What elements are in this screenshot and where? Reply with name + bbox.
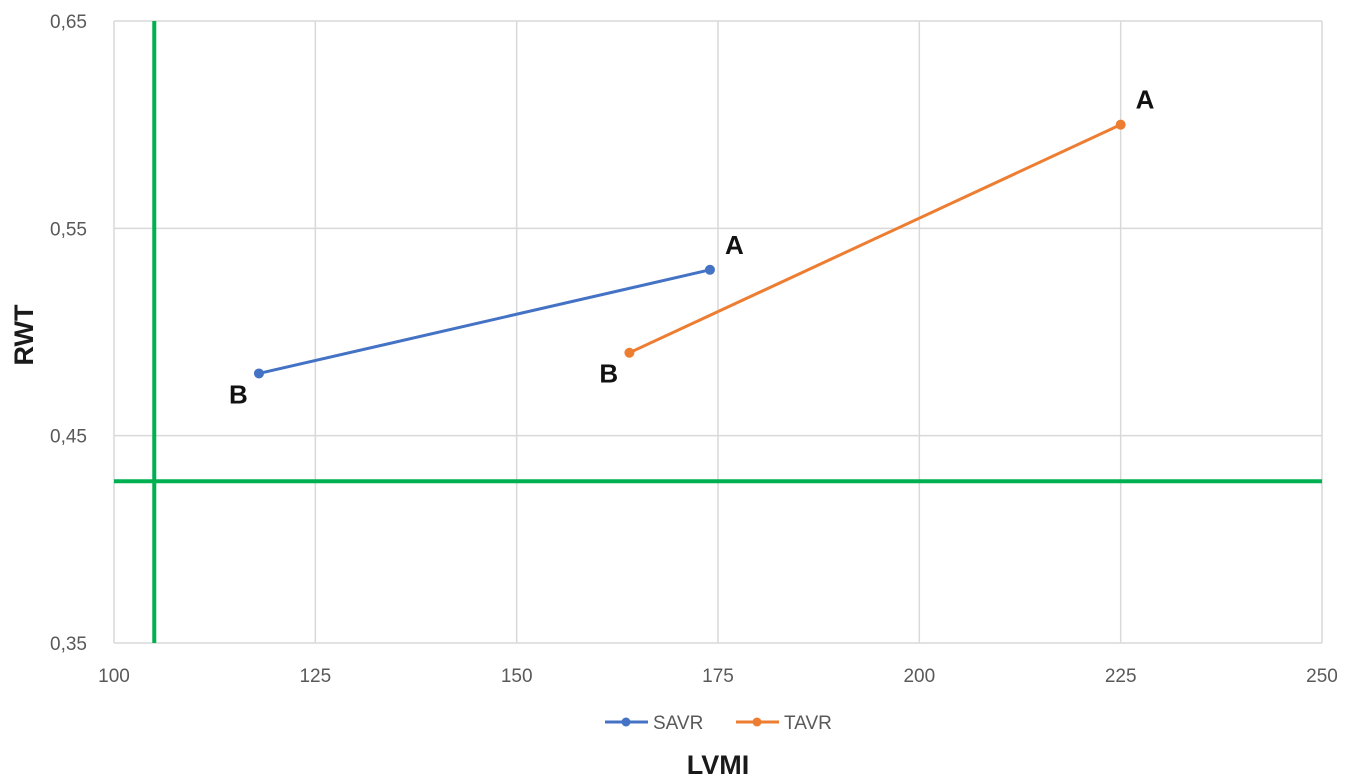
data-point-tavr-a xyxy=(1115,119,1126,130)
y-tick-label: 0,55 xyxy=(50,219,87,240)
legend: SAVR TAVR xyxy=(605,713,832,734)
data-point-savr-a xyxy=(704,264,715,275)
point-label-savr-a: A xyxy=(725,230,744,260)
x-tick-label: 100 xyxy=(98,666,130,687)
legend-label-tavr: TAVR xyxy=(784,713,832,734)
legend-label-savr: SAVR xyxy=(653,713,703,734)
point-label-savr-b: B xyxy=(229,379,248,409)
legend-item-tavr: TAVR xyxy=(736,713,832,734)
y-tick-labels: 0,35 0,45 0,55 0,65 xyxy=(50,12,87,655)
point-label-tavr-b: B xyxy=(599,359,618,389)
series-layer xyxy=(253,119,1126,379)
y-tick-label: 0,35 xyxy=(50,634,87,655)
point-label-tavr-a: A xyxy=(1136,85,1155,115)
data-point-tavr-b xyxy=(624,347,635,358)
x-tick-label: 150 xyxy=(501,666,533,687)
y-tick-label: 0,65 xyxy=(50,12,87,33)
legend-marker-tavr xyxy=(752,717,762,727)
series-line-savr xyxy=(258,268,711,375)
x-tick-label: 200 xyxy=(903,666,935,687)
legend-item-savr: SAVR xyxy=(605,713,703,734)
y-axis-title: RWT xyxy=(9,304,39,365)
y-tick-label: 0,45 xyxy=(50,427,87,448)
x-tick-labels: 100 125 150 175 200 225 250 xyxy=(98,666,1338,687)
legend-marker-savr xyxy=(621,717,631,727)
point-labels: B A B A xyxy=(229,85,1155,410)
series-line-tavr xyxy=(628,123,1122,355)
x-tick-label: 250 xyxy=(1306,666,1338,687)
reference-lines xyxy=(114,21,1322,643)
x-axis-title: LVMI xyxy=(687,750,750,780)
x-tick-label: 225 xyxy=(1105,666,1137,687)
data-point-savr-b xyxy=(253,368,264,379)
x-tick-label: 175 xyxy=(702,666,734,687)
x-tick-label: 125 xyxy=(299,666,331,687)
